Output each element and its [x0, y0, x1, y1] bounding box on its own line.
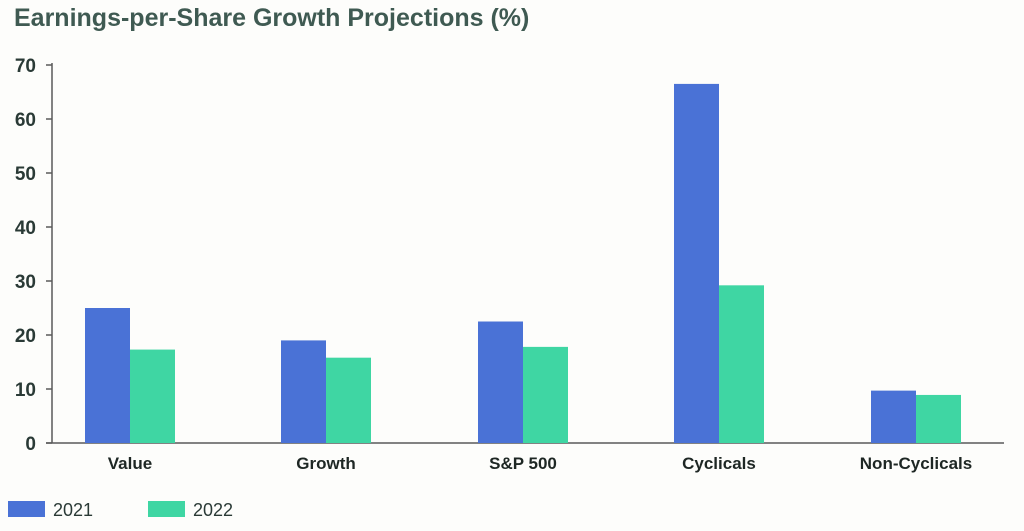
- chart-title: Earnings-per-Share Growth Projections (%…: [14, 4, 529, 32]
- y-tick-label: 0: [25, 434, 36, 455]
- x-tick-label: S&P 500: [489, 454, 557, 473]
- bar-2022-value: [130, 349, 175, 443]
- legend-label-2022: 2022: [193, 500, 233, 520]
- bar-2022-cyclicals: [719, 285, 764, 443]
- y-tick-label: 50: [15, 164, 36, 185]
- x-tick-label: Non-Cyclicals: [860, 454, 972, 473]
- bar-2022-growth: [326, 357, 371, 443]
- y-tick-label: 60: [15, 110, 36, 131]
- bar-2021-s-p-500: [478, 321, 523, 443]
- y-tick-label: 70: [15, 56, 36, 77]
- y-tick-label: 10: [15, 380, 36, 401]
- bar-2021-value: [85, 308, 130, 443]
- legend-swatch-2022: [148, 501, 185, 517]
- legend-label-2021: 2021: [53, 500, 93, 520]
- y-tick-label: 30: [15, 272, 36, 293]
- legend-swatch-2021: [8, 501, 45, 517]
- bar-2022-non-cyclicals: [916, 394, 961, 443]
- bar-2021-growth: [281, 340, 326, 443]
- x-tick-label: Value: [108, 454, 152, 473]
- bar-2022-s-p-500: [523, 346, 568, 443]
- bar-2021-cyclicals: [674, 83, 719, 444]
- plot-area: 0 10 20 30 40 50 60 70 Value Growth S&P 500 Cyclica…: [15, 56, 1004, 473]
- bar-2021-non-cyclicals: [871, 390, 916, 443]
- y-tick-label: 20: [15, 326, 36, 347]
- y-tick-label: 40: [15, 218, 36, 239]
- legend: 2021 2022: [8, 500, 233, 520]
- x-tick-label: Cyclicals: [682, 454, 756, 473]
- x-tick-label: Growth: [296, 454, 356, 473]
